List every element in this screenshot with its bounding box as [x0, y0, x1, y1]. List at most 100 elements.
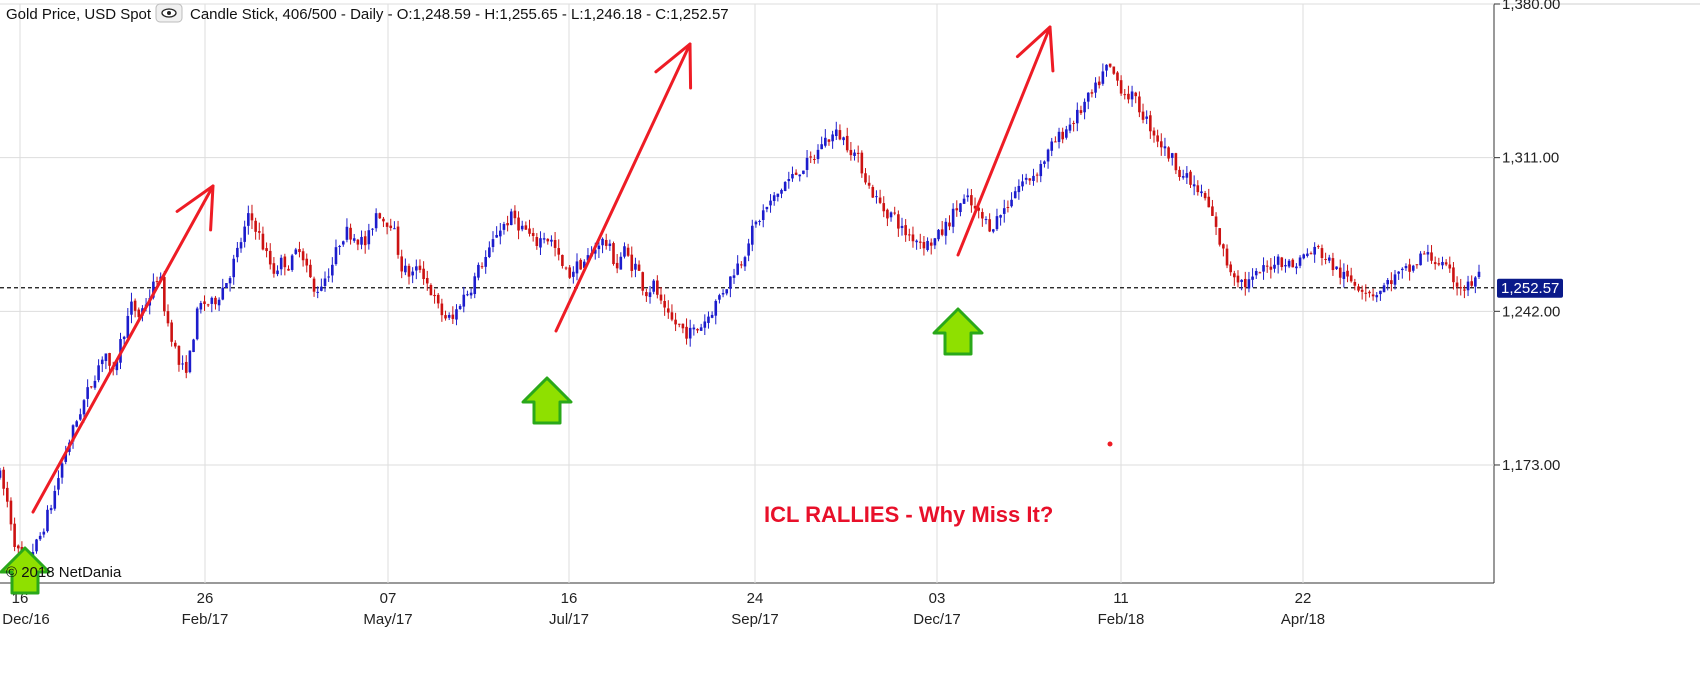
- candle: [696, 328, 699, 334]
- x-tick-day: 26: [197, 590, 214, 607]
- candle: [1441, 256, 1444, 270]
- candle: [491, 231, 495, 253]
- candle: [962, 194, 966, 204]
- candle: [411, 267, 414, 284]
- candle: [908, 228, 911, 242]
- candle: [838, 124, 842, 141]
- candle: [707, 311, 710, 329]
- candle: [1086, 92, 1090, 110]
- candle: [568, 264, 571, 280]
- candle: [404, 258, 407, 276]
- candle: [831, 130, 834, 149]
- x-tick-month: Sep/17: [731, 611, 779, 628]
- candle: [393, 221, 396, 230]
- candle: [517, 211, 520, 240]
- candle: [371, 228, 374, 236]
- trend-arrow: [956, 25, 1055, 257]
- instrument-title: Gold Price, USD Spot: [6, 6, 152, 23]
- candle: [221, 278, 225, 301]
- candle: [981, 208, 984, 227]
- candle: [886, 208, 889, 227]
- candle: [959, 202, 962, 217]
- candle: [425, 270, 429, 291]
- candle: [871, 184, 875, 199]
- candle: [506, 215, 509, 232]
- candle: [1422, 250, 1426, 255]
- candle: [1371, 288, 1375, 301]
- candle: [462, 286, 466, 313]
- candle: [455, 304, 458, 326]
- candle: [1170, 152, 1174, 166]
- candle: [1068, 117, 1072, 134]
- candle: [539, 231, 542, 256]
- candle: [1021, 174, 1024, 191]
- candle: [1375, 292, 1379, 303]
- candle: [1163, 137, 1167, 157]
- candle: [1284, 258, 1287, 273]
- candle: [1243, 271, 1247, 296]
- candle: [1287, 259, 1291, 269]
- candle: [586, 248, 590, 261]
- x-tick-day: 11: [1113, 590, 1129, 607]
- candle: [867, 175, 871, 189]
- candle: [1455, 276, 1459, 296]
- candle: [181, 355, 184, 370]
- candle: [513, 205, 517, 225]
- candle: [791, 166, 794, 182]
- candle: [864, 168, 867, 185]
- candle: [1152, 127, 1156, 143]
- annotation-text: ICL RALLIES - Why Miss It?: [764, 502, 1053, 527]
- candle: [363, 230, 367, 254]
- candle: [889, 211, 893, 222]
- buy-marker-icon: [932, 307, 984, 356]
- candle: [1094, 77, 1097, 98]
- candle: [535, 233, 539, 250]
- candle: [1262, 257, 1265, 280]
- candle: [761, 204, 765, 228]
- candle: [1477, 264, 1481, 279]
- candle: [232, 254, 236, 285]
- candle: [564, 266, 568, 271]
- x-tick-month: May/17: [363, 611, 412, 628]
- candle: [276, 265, 279, 277]
- candle: [243, 220, 246, 248]
- candle: [1167, 146, 1170, 162]
- candle: [458, 304, 462, 311]
- candle: [473, 272, 477, 299]
- last-price-label: 1,252.57: [1501, 280, 1559, 297]
- buy-marker-icon: [521, 376, 573, 425]
- candle: [677, 323, 681, 328]
- candle: [802, 170, 805, 175]
- candle: [714, 299, 718, 325]
- candle: [699, 323, 703, 331]
- candle: [283, 253, 287, 276]
- candle: [1426, 244, 1430, 262]
- candle: [210, 296, 214, 313]
- candle: [42, 528, 46, 538]
- candle: [557, 239, 561, 261]
- trend-arrow: [554, 42, 693, 333]
- candle: [301, 248, 305, 267]
- candle: [1302, 253, 1306, 260]
- candle: [254, 217, 257, 240]
- candle: [1141, 103, 1145, 124]
- candle: [1313, 242, 1316, 263]
- candle: [433, 289, 436, 304]
- candle: [9, 497, 13, 531]
- candle: [951, 203, 955, 234]
- candle: [765, 206, 769, 213]
- eye-icon-button[interactable]: [155, 3, 183, 23]
- candle: [1130, 85, 1134, 107]
- candle: [619, 252, 623, 270]
- candle: [626, 243, 630, 257]
- candle: [1444, 259, 1448, 267]
- candle: [316, 286, 320, 299]
- candle: [794, 169, 798, 176]
- candle: [1119, 75, 1123, 96]
- candle: [203, 295, 206, 311]
- candle: [1006, 200, 1010, 213]
- candle: [659, 287, 663, 305]
- candle: [1211, 199, 1214, 216]
- x-tick-month: Dec/16: [2, 611, 50, 628]
- candle: [911, 226, 915, 248]
